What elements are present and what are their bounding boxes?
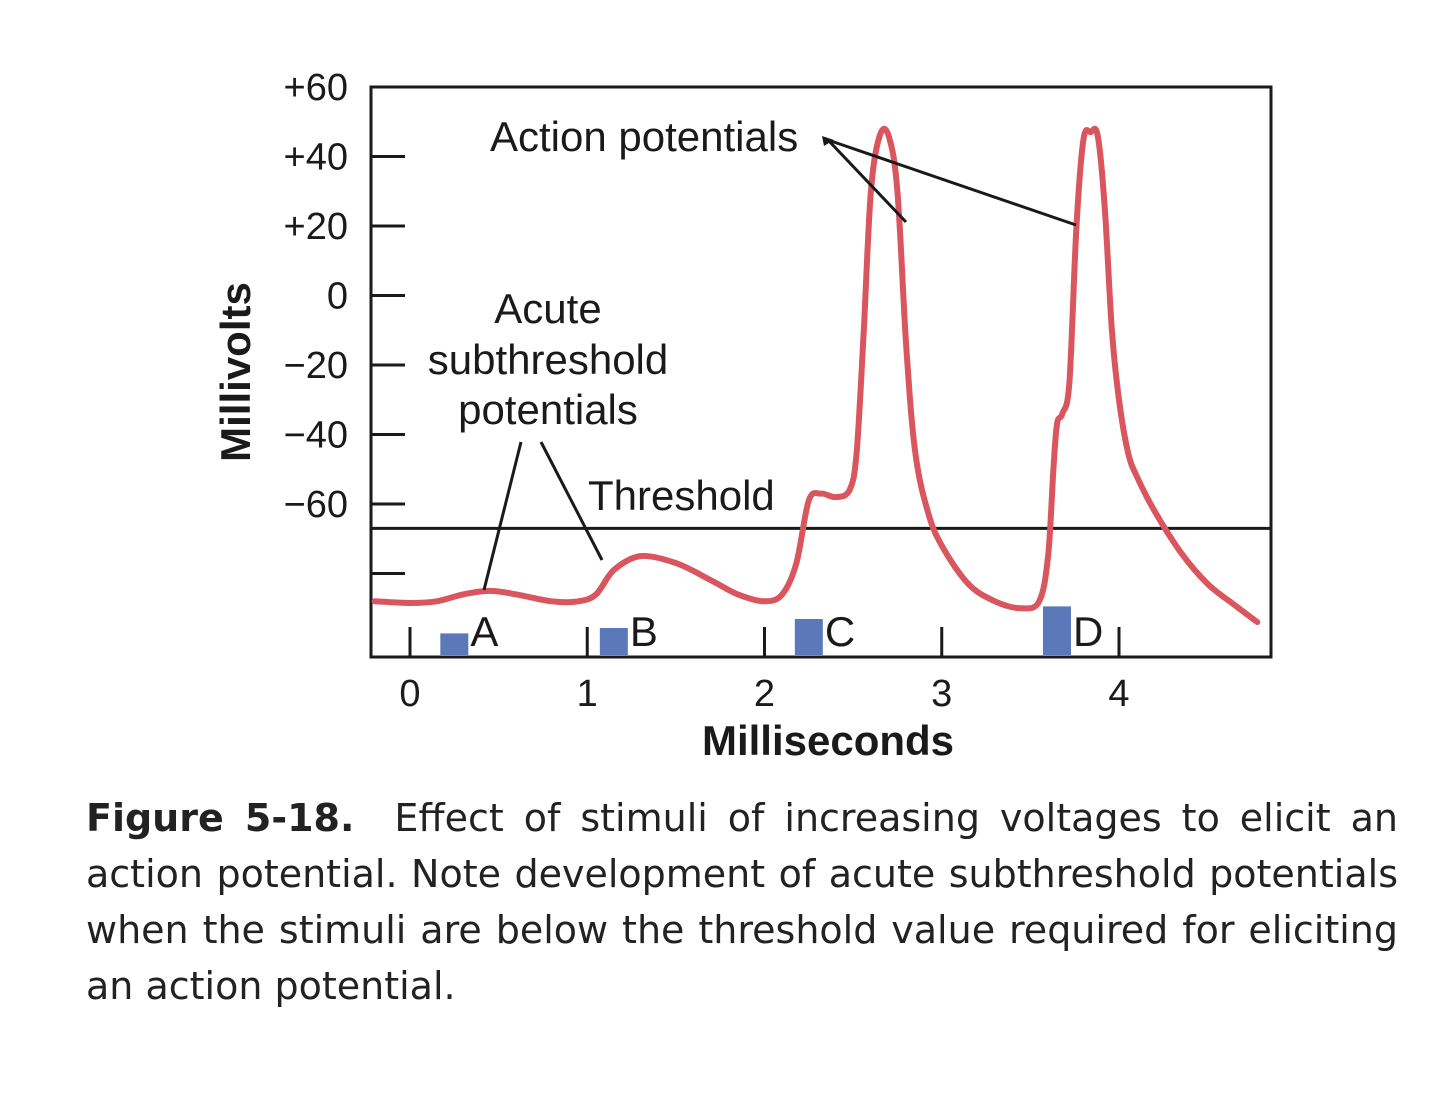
stimulus-bar-d (1042, 606, 1071, 655)
caption-label: Figure 5-18. (86, 796, 355, 840)
annotation-acute-line-2: subthreshold (428, 336, 669, 383)
leader-acute-a (482, 441, 523, 591)
x-tick-label: 1 (577, 673, 598, 715)
leader-acute-b (539, 441, 604, 561)
x-axis-title: Milliseconds (702, 717, 954, 764)
y-tick-label: +20 (284, 206, 348, 248)
plot-frame (369, 85, 1273, 659)
caption-text: Effect of stimuli of increasing voltages… (86, 796, 1398, 1008)
leader-action-1 (826, 138, 908, 224)
y-axis-title: Millivolts (212, 282, 259, 462)
x-tick-label: 0 (399, 673, 420, 715)
figure-caption: Figure 5-18. Effect of stimuli of increa… (86, 790, 1398, 1014)
y-tick-label: −60 (284, 484, 348, 526)
y-tick-label: −20 (284, 345, 348, 387)
stimulus-bar-a (440, 633, 469, 655)
x-tick-label: 4 (1108, 673, 1129, 715)
x-tick-label: 2 (754, 673, 775, 715)
stimulus-label-d: D (1073, 608, 1103, 655)
x-tick-label: 3 (931, 673, 952, 715)
y-tick-label: 0 (327, 276, 348, 318)
membrane-potential-line (371, 125, 1261, 626)
y-tick-label: +40 (284, 137, 348, 179)
threshold-label: Threshold (588, 472, 775, 519)
stimulus-label-a: A (470, 608, 498, 655)
y-tick-label: −40 (284, 415, 348, 457)
annotation-acute-line-3: potentials (458, 386, 638, 433)
annotation-acute-line-1: Acute (494, 285, 601, 332)
annotation-action-potentials: Action potentials (490, 113, 798, 160)
stimulus-bars: A B C D (440, 606, 1103, 655)
leader-action-2 (827, 138, 1077, 227)
x-axis: 0 1 2 3 4 (399, 627, 1130, 715)
y-axis: +60 +40 +20 0 −20 −40 −60 (284, 67, 405, 575)
stimulus-bar-b (599, 628, 628, 655)
y-tick-label: +60 (284, 67, 348, 109)
stimulus-label-c: C (825, 608, 855, 655)
leader-action-arrowhead (822, 136, 834, 146)
stimulus-bar-c (794, 619, 823, 655)
stimulus-label-b: B (630, 608, 658, 655)
